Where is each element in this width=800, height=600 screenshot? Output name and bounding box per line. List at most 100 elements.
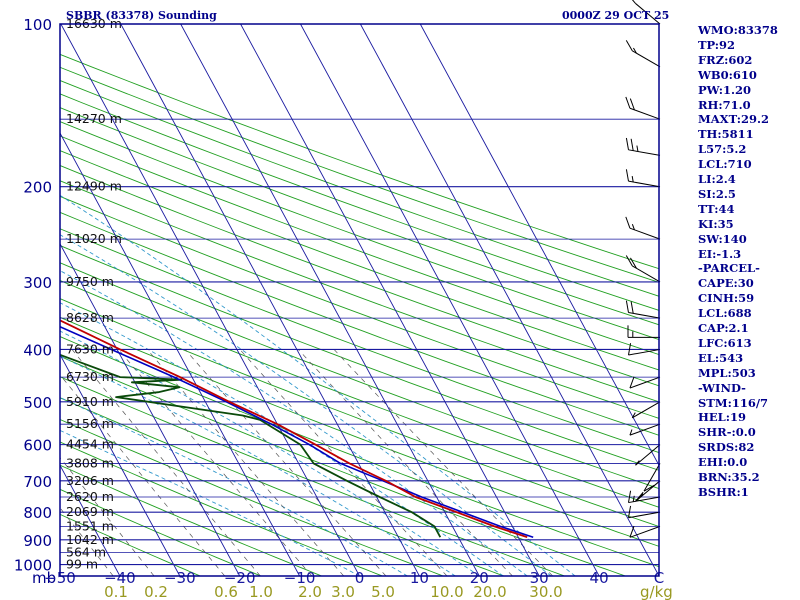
height-label: 5156 m	[66, 416, 114, 431]
pressure-tick-label: 200	[23, 179, 52, 197]
height-label: 3808 m	[66, 455, 114, 470]
moist-adiabat	[60, 330, 480, 576]
index-line: STM:116/7	[698, 395, 769, 410]
pressure-tick-label: 400	[23, 341, 52, 359]
index-line: LI:2.4	[698, 172, 736, 186]
height-label: 99 m	[66, 557, 98, 572]
isotherm	[60, 24, 360, 576]
wind-barb	[625, 40, 661, 68]
index-line: RH:71.0	[698, 97, 751, 112]
wind-barb	[627, 343, 661, 356]
height-label: 6730 m	[66, 369, 114, 384]
index-line: MAXT:29.2	[698, 112, 769, 127]
dry-adiabat	[60, 107, 659, 326]
dry-adiabat	[60, 262, 659, 490]
dry-adiabat	[60, 355, 626, 576]
index-line: -PARCEL-	[698, 261, 760, 276]
height-label: 5910 m	[66, 394, 114, 409]
temperature-unit-label: C	[654, 569, 664, 587]
temperature-tick-label: −30	[164, 569, 196, 587]
wind-barb	[625, 169, 661, 188]
pressure-tick-label: 1000	[14, 557, 52, 575]
index-line: KI:35	[698, 216, 734, 231]
height-label: 14270 m	[66, 111, 122, 126]
temperature-line	[60, 319, 528, 539]
mixing-ratio-line	[333, 349, 554, 576]
dry-adiabat	[60, 488, 262, 576]
plot-frame	[59, 23, 660, 577]
wind-barb	[625, 137, 661, 156]
temperature-tick-label: 10	[410, 569, 429, 587]
wind-barb	[629, 525, 661, 538]
mixing-ratio-unit-label: g/kg	[640, 583, 673, 600]
index-line: CAP:2.1	[698, 321, 749, 335]
moist-adiabat	[60, 270, 528, 576]
height-label: 1042 m	[66, 532, 114, 547]
wind-barb	[625, 300, 661, 319]
temperature-tick-label: 30	[530, 569, 549, 587]
dewpoint-line	[60, 353, 442, 538]
temperature-tick-label: 20	[470, 569, 489, 587]
height-label: 3206 m	[66, 473, 114, 488]
mixing-ratio-line	[71, 349, 261, 576]
pressure-tick-label: 900	[23, 532, 52, 550]
height-label: 9750 m	[66, 274, 114, 289]
index-line: BRN:35.2	[698, 470, 760, 484]
dry-adiabat	[60, 316, 659, 547]
index-line: PW:1.20	[698, 82, 752, 97]
isotherm	[60, 464, 121, 576]
temperature-tick-label: 40	[590, 569, 609, 587]
index-line: TT:44	[698, 201, 735, 216]
index-line: -WIND-	[698, 380, 746, 395]
index-line: EI:-1.3	[698, 246, 742, 261]
isotherm	[60, 132, 300, 576]
chart-title: SBBR (83378) Sounding	[66, 9, 217, 22]
index-line: WB0:610	[698, 67, 757, 82]
dry-adiabat	[60, 419, 444, 576]
index-line: SW:140	[698, 231, 747, 246]
height-label: 8628 m	[66, 310, 114, 325]
index-line: CAPE:30	[698, 276, 754, 291]
isotherm	[60, 353, 181, 576]
index-line: TP:92	[698, 37, 736, 52]
isotherm	[180, 24, 480, 576]
height-label: 2069 m	[66, 504, 114, 519]
pressure-unit-label: mb	[32, 569, 56, 587]
isotherm	[359, 24, 659, 576]
moist-adiabat	[60, 234, 552, 576]
index-line: EHI:0.0	[698, 455, 748, 470]
pressure-tick-label: 300	[23, 274, 52, 292]
mixing-ratio-label: 20.0	[473, 583, 506, 600]
index-line: FRZ:602	[698, 52, 753, 67]
wind-barb	[629, 423, 661, 436]
parcel-line	[60, 325, 534, 538]
index-line: BSHR:1	[698, 484, 749, 499]
wind-barb	[629, 376, 661, 389]
mixing-ratio-line	[60, 374, 226, 576]
temperature-tick-label: −20	[224, 569, 256, 587]
dry-adiabat	[60, 195, 659, 419]
height-label: 564 m	[66, 545, 106, 560]
dry-adiabat	[60, 150, 659, 371]
index-line: SHR-:0.0	[698, 425, 756, 440]
dry-adiabat	[60, 245, 659, 471]
pressure-tick-label: 600	[23, 437, 52, 455]
mixing-ratio-label: 10.0	[430, 583, 463, 600]
mixing-ratio-label: 5.0	[371, 583, 395, 600]
mixing-ratio-label: 0.2	[144, 583, 168, 600]
pressure-tick-label: 500	[23, 394, 52, 412]
dry-adiabat	[60, 180, 659, 403]
dry-adiabat	[60, 397, 505, 576]
index-line: L57:5.2	[698, 142, 747, 157]
wind-barb	[625, 96, 661, 120]
wind-barb	[625, 255, 661, 283]
dry-adiabat	[60, 135, 659, 356]
temperature-tick-label: −10	[284, 569, 316, 587]
temperature-tick-label: −40	[104, 569, 136, 587]
index-line: EL:543	[698, 350, 744, 365]
index-line: LFC:613	[698, 335, 752, 350]
wind-barb	[635, 480, 661, 502]
index-line: TH:5811	[698, 127, 754, 142]
moist-adiabat	[60, 302, 504, 576]
